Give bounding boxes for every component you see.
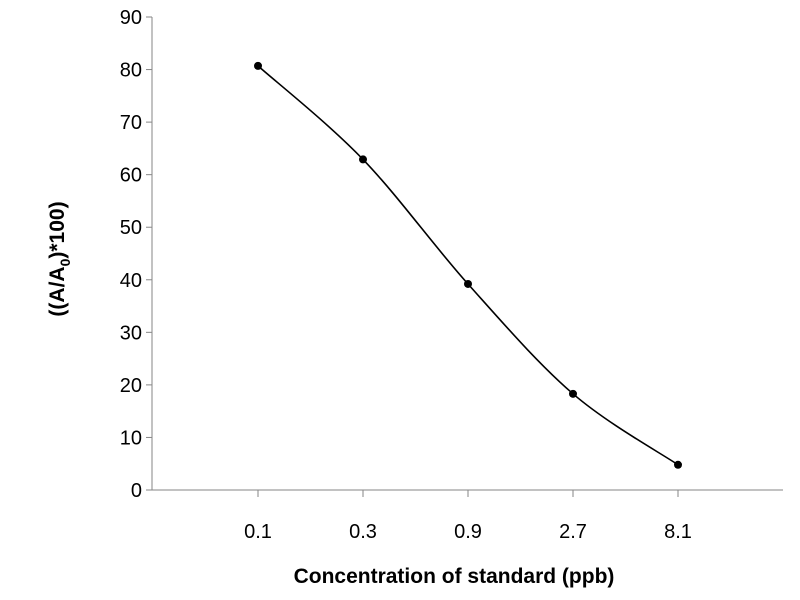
series-line [257, 65, 679, 466]
y-tick-label: 80 [120, 60, 142, 82]
data-point [569, 389, 577, 398]
data-point [359, 155, 367, 164]
y-tick-label: 90 [120, 7, 142, 29]
y-tick-label: 50 [120, 217, 142, 239]
x-tick-label: 0.1 [244, 521, 272, 543]
x-axis-title: Concentration of standard (ppb) [294, 565, 615, 588]
y-axis-title-prefix: ((A/A [46, 266, 69, 316]
y-tick-label: 40 [120, 270, 142, 292]
x-axis: 0.1 0.3 0.9 2.7 8.1 [152, 489, 783, 543]
y-tick-label: 20 [120, 375, 142, 397]
x-tick-label: 2.7 [559, 521, 587, 543]
y-tick-label: 70 [120, 112, 142, 134]
y-tick-label: 60 [120, 165, 142, 187]
series-group [254, 61, 682, 469]
y-tick-label: 0 [131, 480, 142, 502]
data-point [464, 279, 472, 288]
y-tick-label: 10 [120, 427, 142, 449]
x-tick-label: 8.1 [664, 521, 692, 543]
y-axis-title-suffix: )*100) [46, 201, 69, 258]
y-axis-title-subscript: 0 [57, 258, 73, 266]
y-tick-label: 30 [120, 322, 142, 344]
y-axis: 0 10 20 30 40 50 60 70 80 90 [120, 7, 153, 502]
x-tick-label: 0.9 [454, 521, 482, 543]
y-axis-title: ((A/A0)*100) [46, 201, 73, 316]
data-point [674, 460, 682, 469]
x-tick-label: 0.3 [349, 521, 377, 543]
data-point [254, 61, 262, 70]
